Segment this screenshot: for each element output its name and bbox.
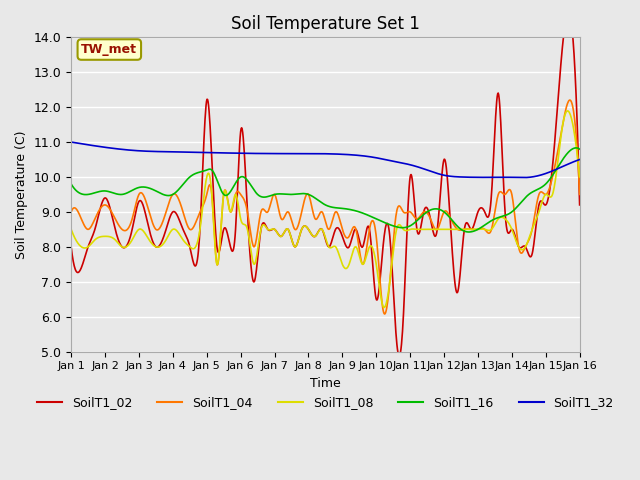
Y-axis label: Soil Temperature (C): Soil Temperature (C) [15, 130, 28, 259]
Legend: SoilT1_02, SoilT1_04, SoilT1_08, SoilT1_16, SoilT1_32: SoilT1_02, SoilT1_04, SoilT1_08, SoilT1_… [32, 391, 619, 414]
Title: Soil Temperature Set 1: Soil Temperature Set 1 [231, 15, 420, 33]
Text: TW_met: TW_met [81, 43, 138, 56]
X-axis label: Time: Time [310, 377, 340, 390]
